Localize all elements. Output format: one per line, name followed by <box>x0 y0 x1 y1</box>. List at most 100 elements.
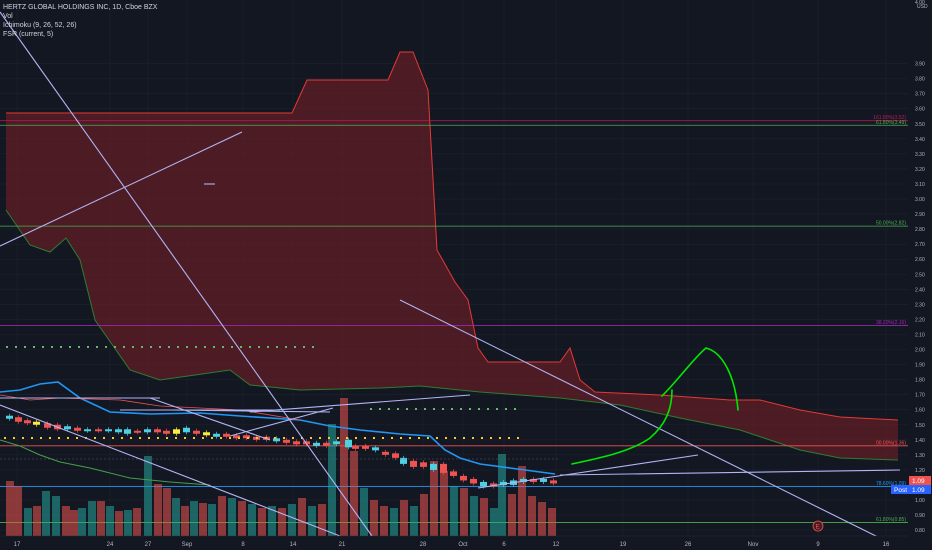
dot <box>148 437 150 439</box>
price-tick-label: 3.70 <box>915 92 925 98</box>
volume-bar <box>430 461 438 536</box>
price-axis-top-tick: 4.00 <box>915 0 925 6</box>
dot <box>13 437 15 439</box>
dot <box>123 346 125 348</box>
candle-body <box>84 429 91 432</box>
volume-bar <box>14 486 22 536</box>
volume-bar <box>420 494 428 536</box>
volume-bar <box>42 491 50 536</box>
dot <box>211 437 213 439</box>
candle-body <box>44 423 51 428</box>
price-tick-label: 3.40 <box>915 137 925 143</box>
candle-body <box>273 438 280 442</box>
time-tick-label: Nov <box>748 542 759 548</box>
price-tick-label: 3.00 <box>915 197 925 203</box>
legend-ichimoku[interactable]: Ichimoku (9, 26, 52, 26) <box>3 22 77 29</box>
fib-label: 161.80%(3.52) <box>873 115 906 121</box>
dot <box>400 437 402 439</box>
dot <box>240 346 242 348</box>
ichimoku-dots <box>0 346 560 460</box>
candle-body <box>115 429 122 433</box>
dot <box>51 346 53 348</box>
volume-bar <box>154 484 162 536</box>
time-tick-label: 19 <box>620 542 627 548</box>
candle-body <box>283 439 290 443</box>
dot <box>265 437 267 439</box>
dot <box>247 437 249 439</box>
volume-bar <box>538 502 546 536</box>
candle-body <box>392 453 399 458</box>
volume-bar <box>340 398 348 536</box>
price-tick-label: 2.20 <box>915 317 925 323</box>
kijun-line <box>0 381 556 475</box>
dot <box>130 437 132 439</box>
candle-body <box>144 429 151 433</box>
dot <box>406 408 408 410</box>
trend-line <box>149 397 271 441</box>
trend-line <box>169 409 331 413</box>
volume-bar <box>470 496 478 536</box>
volume-bar <box>518 466 526 536</box>
dot <box>409 437 411 439</box>
dot <box>15 346 17 348</box>
event-marker-icon[interactable]: E <box>812 520 824 532</box>
dot <box>391 437 393 439</box>
legend-volume[interactable]: Vol <box>3 13 13 20</box>
dot <box>150 346 152 348</box>
candle-body <box>362 445 369 449</box>
dot <box>31 437 33 439</box>
candle-body <box>333 441 340 445</box>
time-tick-label: 28 <box>420 542 427 548</box>
candle-body <box>134 430 141 433</box>
candle-body <box>6 415 13 419</box>
dot <box>364 437 366 439</box>
post-price-value: 1.09 <box>912 487 925 494</box>
dot <box>415 408 417 410</box>
dot <box>397 408 399 410</box>
price-tick-label: 1.80 <box>915 378 925 384</box>
volume-bar <box>181 506 189 536</box>
dot <box>370 408 372 410</box>
legend-symbol[interactable]: HERTZ GLOBAL HOLDINGS INC, 1D, Cboe BZX <box>3 4 158 11</box>
dot <box>283 437 285 439</box>
fib-label: 61.80%(0.85) <box>876 517 906 523</box>
span-a-line <box>5 209 899 461</box>
dot <box>40 437 42 439</box>
dot <box>231 346 233 348</box>
volume-bar <box>350 451 358 536</box>
candle-body <box>382 451 389 455</box>
trend-line <box>0 11 373 537</box>
candle-body <box>105 429 112 432</box>
ichimoku-cloud <box>5 51 899 461</box>
event-marker-label: E <box>816 524 821 531</box>
candle-body <box>313 442 320 446</box>
dot <box>388 408 390 410</box>
dot <box>514 408 516 410</box>
candle-body <box>345 439 352 448</box>
time-tick-label: Oct <box>458 542 468 548</box>
volume-bar <box>106 506 114 536</box>
trend-line <box>229 407 334 437</box>
price-tick-label: 3.10 <box>915 182 925 188</box>
dot <box>177 346 179 348</box>
price-tick-label: 3.20 <box>915 167 925 173</box>
candle-body <box>163 430 170 434</box>
candle-body <box>243 435 250 439</box>
price-axis[interactable]: USD 4.00 3.90 3.80 3.70 3.60 3.50 3.40 3.30 3.2… <box>908 0 932 536</box>
candle-body <box>183 427 190 433</box>
dot <box>418 437 420 439</box>
cloud-fill <box>6 52 898 460</box>
volume-bar <box>390 508 398 536</box>
price-tick-label: 2.30 <box>915 302 925 308</box>
dot <box>67 437 69 439</box>
candle-body <box>460 475 467 481</box>
volume-bar <box>24 508 32 536</box>
dot <box>472 437 474 439</box>
price-tick-label: 2.40 <box>915 287 925 293</box>
volume-bar <box>115 511 123 536</box>
time-axis[interactable]: 17 24 27 Sep 8 14 21 28 Oct 6 12 19 26 Nov 9 16 <box>0 535 932 550</box>
volume-bar <box>62 506 70 536</box>
legend-fsr[interactable]: FSR (current, 5) <box>3 31 54 38</box>
dot <box>505 408 507 410</box>
